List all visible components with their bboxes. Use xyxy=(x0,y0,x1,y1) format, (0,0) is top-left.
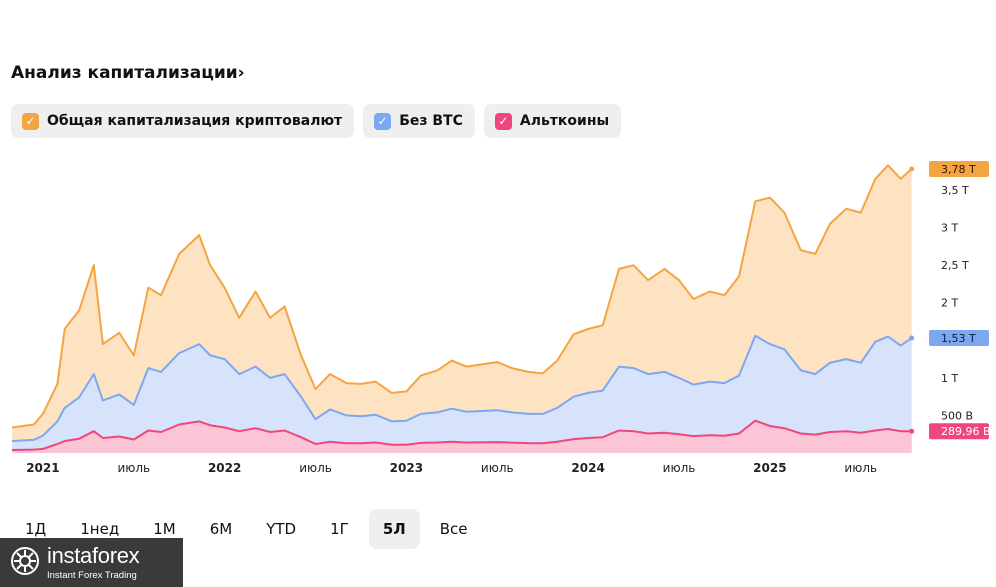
x-tick-label: 2021 xyxy=(26,461,59,475)
x-tick-label: июль xyxy=(481,461,514,475)
period-1w[interactable]: 1нед xyxy=(80,520,120,538)
x-tick-label: июль xyxy=(663,461,696,475)
series-area-altcoins xyxy=(12,420,912,453)
legend-item-total-cap[interactable]: ✓ Общая капитализация криптовалют xyxy=(11,104,355,138)
legend-label: Без BTC xyxy=(399,113,463,129)
last-value-badge xyxy=(929,423,989,440)
y-tick-label: 1 T xyxy=(941,372,958,385)
x-tick-label: июль xyxy=(299,461,332,475)
series-line-altcoins xyxy=(11,419,912,451)
x-tick-label: 2025 xyxy=(753,461,786,475)
page-title[interactable]: Анализ капитализации› xyxy=(11,63,245,83)
x-tick-label: 2022 xyxy=(208,461,241,475)
legend-label: Альткоины xyxy=(519,113,610,129)
series-line-total-cap xyxy=(11,164,913,429)
last-value-label: 3,78 T xyxy=(941,163,976,176)
period-1d[interactable]: 1Д xyxy=(25,520,47,538)
brand-logo-icon xyxy=(11,547,39,575)
period-5y[interactable]: 5Л xyxy=(368,509,420,549)
last-value-badge xyxy=(929,330,989,347)
check-icon: ✓ xyxy=(22,112,39,130)
market-cap-chart[interactable]: 2021 июль 2022 июль 2023 июль 2024 июль 2025 июль… xyxy=(0,150,996,490)
y-tick-label: 2,5 T xyxy=(941,259,969,272)
x-tick-label: 2023 xyxy=(390,461,423,475)
brand-watermark: instaforex Instant Forex Trading xyxy=(0,538,183,587)
legend-label: Общая капитализация криптовалют xyxy=(47,113,343,129)
check-icon: ✓ xyxy=(494,112,512,130)
period-1y[interactable]: 1Г xyxy=(330,520,349,538)
legend-item-altcoins[interactable]: ✓ Альткоины xyxy=(483,104,622,138)
series-area-ex-btc xyxy=(12,335,912,453)
last-value-marker xyxy=(909,335,915,341)
x-tick-label: июль xyxy=(117,461,150,475)
last-value-marker xyxy=(909,428,915,434)
y-tick-label: 2 T xyxy=(941,297,958,310)
y-tick-label: 3,5 T xyxy=(941,184,969,197)
check-icon: ✓ xyxy=(374,112,392,130)
series-line-ex-btc xyxy=(11,334,913,442)
x-tick-label: 2024 xyxy=(571,461,604,475)
period-ytd[interactable]: YTD xyxy=(266,520,297,538)
brand-tagline: Instant Forex Trading xyxy=(47,570,137,581)
last-value-marker xyxy=(909,166,915,172)
period-1m[interactable]: 1М xyxy=(153,520,176,538)
last-value-label: 289,96 B xyxy=(941,425,991,438)
last-value-label: 1,53 T xyxy=(941,332,976,345)
x-tick-label: июль xyxy=(844,461,877,475)
legend: ✓ Общая капитализация криптовалют ✓ Без … xyxy=(11,104,622,138)
period-selector: 1Д 1нед 1М 6М YTD 1Г 5Л Все xyxy=(11,509,488,549)
y-tick-label: 3 T xyxy=(941,222,958,235)
period-all[interactable]: Все xyxy=(439,520,468,538)
last-value-badge xyxy=(929,161,989,178)
brand-name: instaforex xyxy=(47,543,140,568)
y-tick-label: 500 B xyxy=(941,409,973,422)
period-6m[interactable]: 6М xyxy=(209,520,233,538)
legend-item-ex-btc[interactable]: ✓ Без BTC xyxy=(363,104,475,138)
